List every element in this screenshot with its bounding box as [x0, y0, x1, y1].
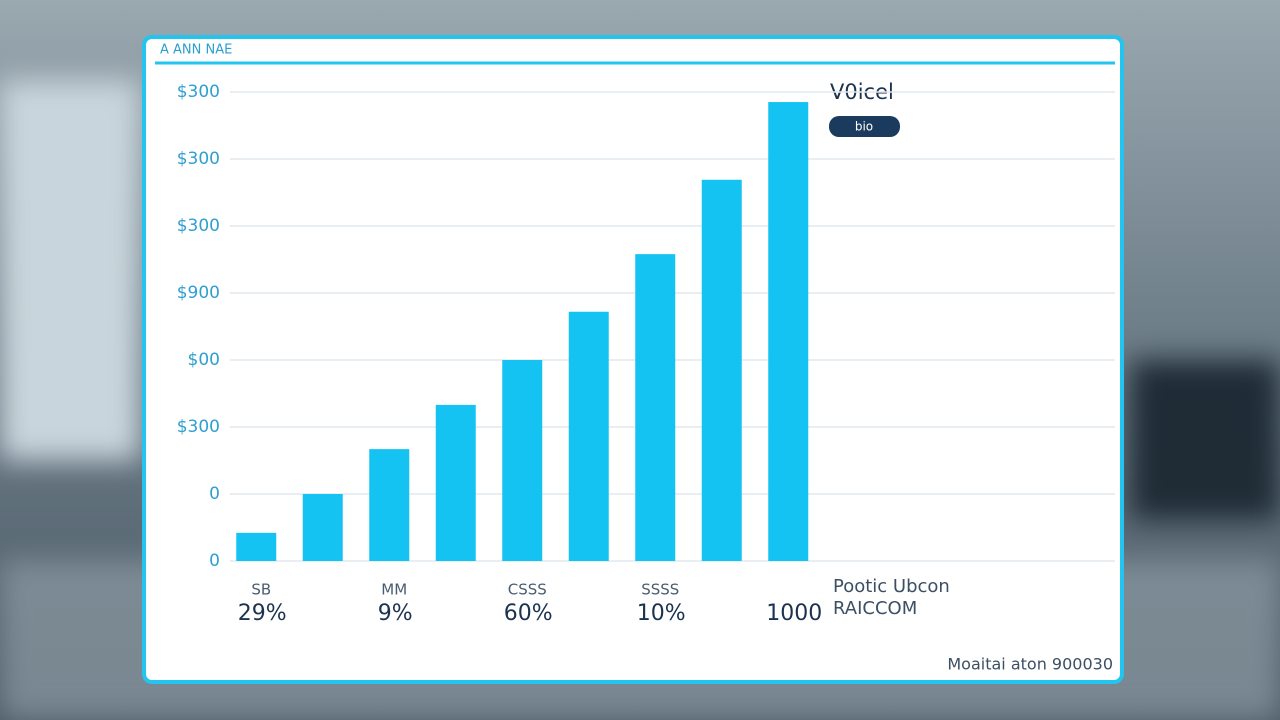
bar: [502, 360, 543, 561]
y-tick-label: $300: [177, 417, 220, 437]
y-tick-label: $300: [177, 149, 220, 169]
x-tick-note: 29%: [238, 601, 287, 626]
legend-badge-bg: [829, 116, 900, 137]
bar: [302, 494, 343, 561]
monitor-shadow: [1130, 360, 1280, 520]
x-tick-label: CSSS: [508, 581, 547, 599]
bar: [635, 254, 676, 561]
footer: Moaitai aton 900030: [947, 655, 1113, 674]
bar: [768, 102, 809, 562]
annotation: RAICCOM: [833, 598, 917, 619]
y-tick-label: $300: [177, 216, 220, 236]
chart-title: A ANN NAE: [160, 43, 232, 58]
x-tick-note: 9%: [378, 601, 413, 626]
bar: [369, 449, 410, 561]
legend-badge: bio: [855, 120, 873, 134]
window-light: [0, 80, 140, 460]
bar: [568, 311, 609, 561]
y-tick-label: $300: [177, 82, 220, 102]
x-tick-label: MM: [381, 581, 407, 599]
bar: [236, 532, 277, 561]
y-tick-label: $900: [177, 283, 220, 303]
y-tick-label: $00: [188, 350, 220, 370]
x-tick-note: 1000: [766, 601, 822, 626]
annotation: Pootic Ubcon: [833, 576, 950, 597]
y-tick-label: 0: [209, 551, 220, 571]
y-tick-label: 0: [209, 484, 220, 504]
bar: [701, 179, 742, 561]
bar: [435, 404, 476, 561]
x-tick-label: SB: [251, 581, 271, 599]
x-tick-note: 10%: [637, 601, 686, 626]
x-tick-label: SSSS: [641, 581, 679, 599]
x-tick-note: 60%: [504, 601, 553, 626]
